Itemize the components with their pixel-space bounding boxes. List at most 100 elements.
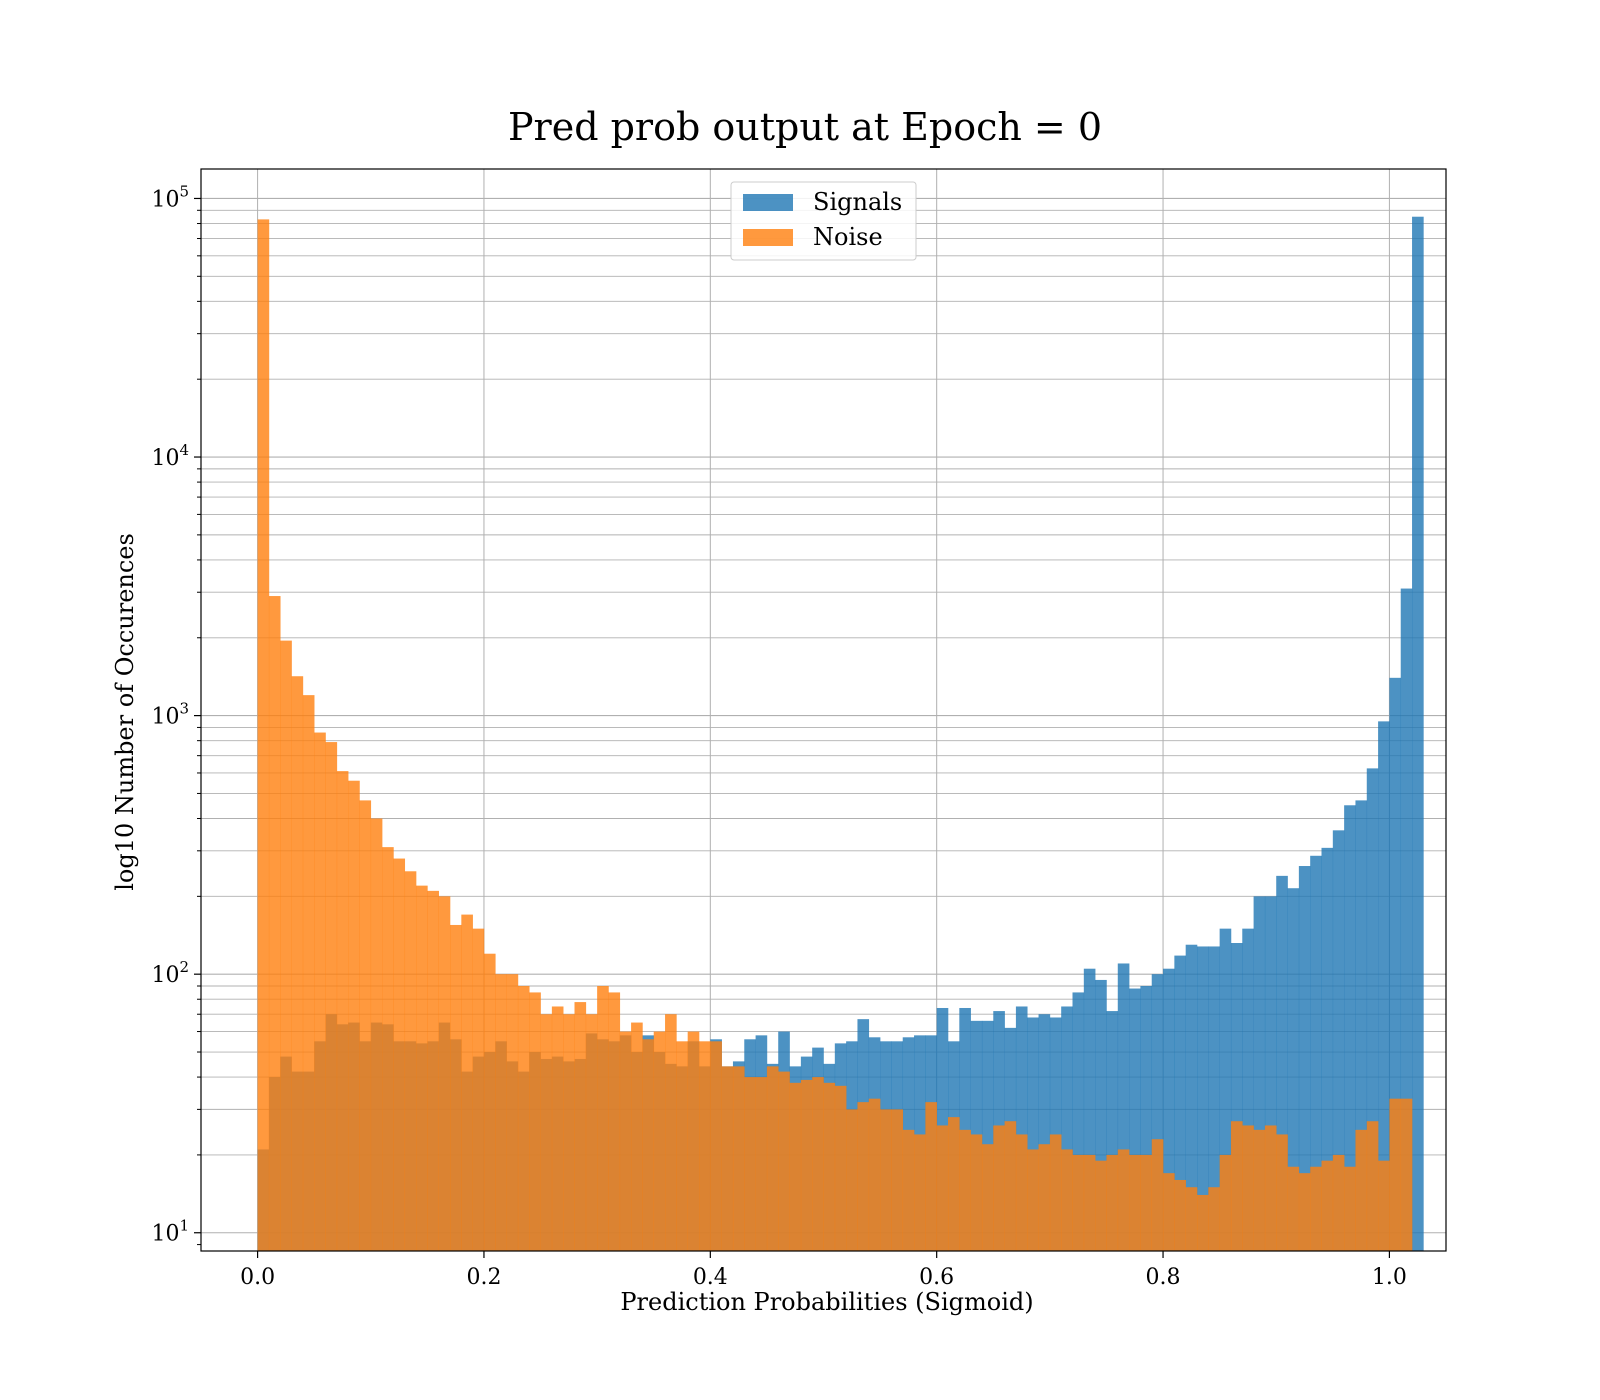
signals-bar xyxy=(1072,992,1085,1251)
noise-bar xyxy=(1174,1179,1186,1251)
signals-bar xyxy=(1276,875,1288,1251)
noise-bar xyxy=(1015,1134,1028,1251)
noise-bar xyxy=(450,924,462,1251)
axis-ticks: 0.0 0.2 0.4 0.6 0.8 1.0 101 102 103 104 105 xyxy=(151,182,1406,1290)
noise-bar xyxy=(653,1031,666,1251)
noise-bar xyxy=(891,1109,904,1251)
noise-bar xyxy=(1242,1125,1254,1251)
noise-bar xyxy=(1197,1194,1209,1251)
noise-bar xyxy=(959,1129,971,1251)
noise-bar xyxy=(472,928,485,1251)
noise-bar xyxy=(314,732,326,1251)
noise-bar xyxy=(800,1079,813,1251)
noise-bar xyxy=(1332,1154,1345,1251)
noise-bar xyxy=(268,596,281,1251)
noise-bar xyxy=(710,1041,722,1251)
x-tick-label: 0.4 xyxy=(693,1265,728,1290)
signals-bar xyxy=(1185,944,1198,1251)
signals-bar xyxy=(1298,866,1311,1251)
signals-bar xyxy=(1219,928,1232,1251)
noise-bar xyxy=(642,1039,655,1251)
noise-bar xyxy=(1276,1134,1288,1251)
x-tick-label: 0.8 xyxy=(1146,1265,1181,1290)
noise-bar xyxy=(370,818,383,1251)
noise-bar xyxy=(1321,1160,1334,1251)
noise-bar xyxy=(665,1014,677,1251)
noise-bar xyxy=(1106,1154,1119,1251)
signals-bar xyxy=(1332,830,1345,1251)
signals-bar xyxy=(1389,677,1402,1251)
noise-bar xyxy=(1027,1149,1039,1251)
noise-bar xyxy=(585,1014,598,1251)
noise-bar xyxy=(438,896,451,1251)
noise-bar xyxy=(1061,1149,1073,1251)
noise-bar xyxy=(1072,1154,1085,1251)
noise-bar xyxy=(1389,1098,1402,1251)
noise-bar xyxy=(1287,1166,1300,1251)
noise-bar xyxy=(517,986,530,1251)
noise-bar xyxy=(721,1066,734,1251)
signals-bar xyxy=(1049,1017,1062,1251)
noise-bar xyxy=(1129,1154,1141,1251)
signals-legend-swatch xyxy=(743,194,793,211)
signals-bar xyxy=(1310,855,1322,1251)
noise-bar xyxy=(1004,1121,1017,1251)
signals-bar xyxy=(1344,805,1356,1251)
noise-bar xyxy=(766,1066,779,1251)
noise-bar xyxy=(1095,1160,1107,1251)
noise-bar xyxy=(336,771,349,1251)
noise-bar xyxy=(993,1125,1005,1251)
chart-title: Pred prob output at Epoch = 0 xyxy=(508,105,1102,149)
noise-bar xyxy=(744,1077,756,1251)
signals-bar xyxy=(1400,588,1413,1251)
y-tick-label: 105 xyxy=(151,182,189,212)
noise-bar xyxy=(925,1102,937,1251)
noise-bar xyxy=(563,1014,575,1251)
noise-bar xyxy=(778,1071,790,1251)
signals-bar xyxy=(959,1007,971,1251)
signals-bar xyxy=(1264,896,1277,1251)
noise-bar xyxy=(1083,1154,1096,1251)
signals-bar xyxy=(1151,974,1164,1251)
noise-bar xyxy=(325,742,338,1251)
x-tick-label: 0.0 xyxy=(240,1265,275,1290)
signals-bar xyxy=(1412,216,1424,1252)
noise-bar xyxy=(257,219,270,1251)
noise-bar xyxy=(404,871,417,1251)
noise-bar xyxy=(1163,1173,1175,1251)
noise-bar xyxy=(1185,1187,1198,1251)
signals-bar xyxy=(1253,896,1266,1251)
noise-bar xyxy=(1151,1139,1164,1251)
signals-bar xyxy=(1230,943,1243,1251)
noise-legend-label: Noise xyxy=(813,223,883,251)
signals-bar xyxy=(1117,963,1130,1251)
histogram-bars xyxy=(257,216,1424,1252)
noise-bar xyxy=(1117,1149,1130,1251)
noise-bar xyxy=(846,1109,858,1251)
noise-bar xyxy=(687,1031,700,1251)
signals-bar xyxy=(1321,847,1334,1251)
noise-bar xyxy=(1208,1187,1220,1251)
y-tick-label: 103 xyxy=(151,700,189,730)
noise-bar xyxy=(631,1022,643,1251)
noise-bar xyxy=(789,1082,802,1251)
noise-bar xyxy=(1310,1166,1322,1251)
signals-bar xyxy=(1083,968,1096,1251)
noise-bar xyxy=(280,640,292,1251)
y-tick-label: 102 xyxy=(151,958,189,988)
noise-bar xyxy=(1038,1144,1051,1251)
signals-bar xyxy=(1129,988,1141,1251)
noise-bar xyxy=(732,1066,745,1251)
noise-bar xyxy=(948,1117,960,1251)
noise-bar xyxy=(551,1006,564,1251)
signals-legend-label: Signals xyxy=(813,188,902,216)
noise-bar xyxy=(823,1082,836,1251)
noise-bar xyxy=(1253,1129,1266,1251)
noise-bar xyxy=(574,1002,587,1251)
legend: Signals Noise xyxy=(730,181,917,261)
noise-bar xyxy=(382,847,394,1251)
signals-bar xyxy=(1174,955,1186,1251)
noise-legend-swatch xyxy=(743,229,793,246)
noise-bar xyxy=(619,1031,632,1251)
